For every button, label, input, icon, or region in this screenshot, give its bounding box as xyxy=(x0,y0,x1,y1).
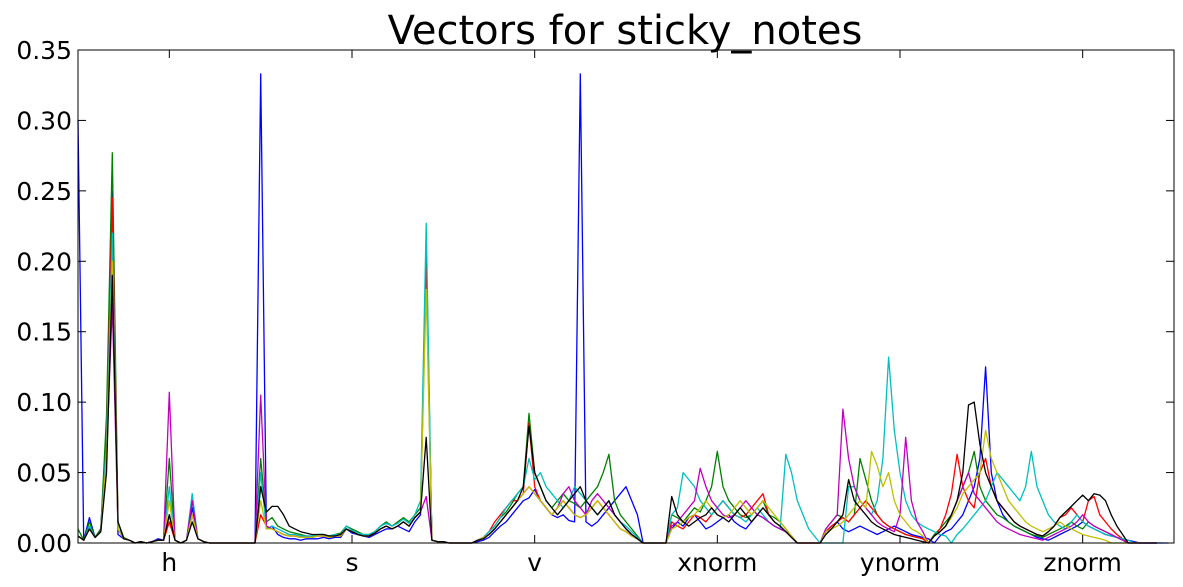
x-tick-label-s: s xyxy=(345,548,358,577)
plot-frame xyxy=(77,49,1175,544)
y-tick-label-1: 0.05 xyxy=(16,459,72,488)
axis-layer: 0.00 0.05 0.10 0.15 0.20 0.25 0.30 0.35 h s v xnorm… xyxy=(16,36,1174,577)
y-tick-label-4: 0.20 xyxy=(16,247,72,276)
x-tick-label-v: v xyxy=(527,548,542,577)
y-tick-label-5: 0.25 xyxy=(16,177,72,206)
series-line-2 xyxy=(77,152,1157,544)
x-tick-label-ynorm: ynorm xyxy=(860,548,940,577)
series-layer xyxy=(77,73,1169,544)
y-tick-label-2: 0.10 xyxy=(16,388,72,417)
x-tick-label-znorm: znorm xyxy=(1043,548,1121,577)
series-line-7 xyxy=(77,274,1157,544)
series-line-4 xyxy=(77,222,1163,544)
y-tick-label-3: 0.15 xyxy=(16,318,72,347)
chart-title: Vectors for sticky_notes xyxy=(388,8,863,54)
y-tick-label-7: 0.35 xyxy=(16,36,72,65)
series-line-1 xyxy=(77,73,1169,544)
x-tick-label-xnorm: xnorm xyxy=(677,548,757,577)
y-tick-label-0: 0.00 xyxy=(16,529,72,558)
x-tick-label-h: h xyxy=(161,548,177,577)
y-tick-label-6: 0.30 xyxy=(16,106,72,135)
